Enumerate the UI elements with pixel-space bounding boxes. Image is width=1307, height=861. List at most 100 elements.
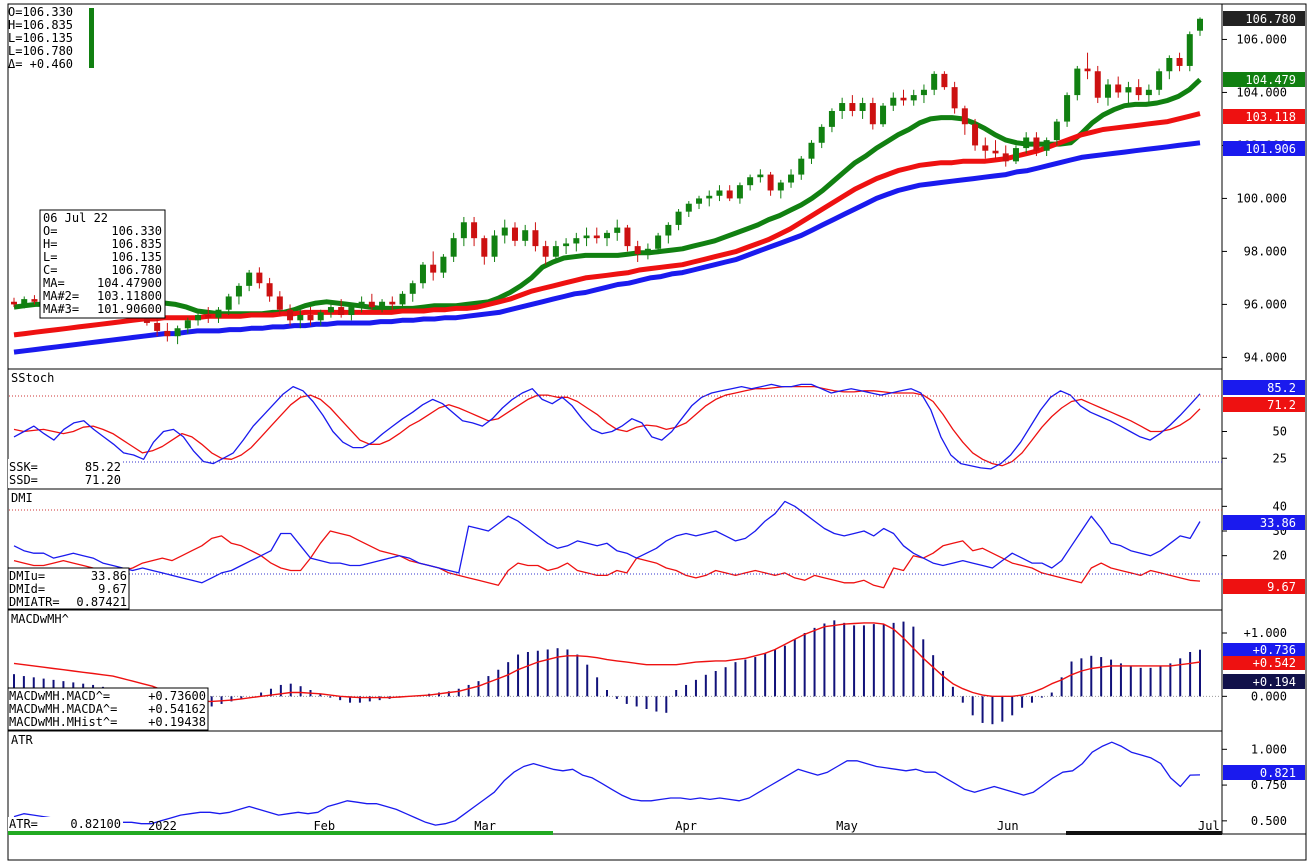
dmiu-tag — [1223, 515, 1305, 530]
candle-body — [419, 264, 426, 284]
candle-body — [532, 230, 539, 247]
ssk-key: SSK= — [9, 460, 38, 474]
month-label: May — [836, 819, 858, 833]
price-tick-label: 94.000 — [1244, 350, 1287, 364]
candle-body — [808, 142, 815, 159]
candle-body — [338, 307, 345, 316]
candle-body — [256, 272, 263, 284]
candle-body — [920, 89, 927, 96]
candle-body — [869, 103, 876, 125]
candle-body — [900, 97, 907, 101]
dmiu-line — [13, 500, 1201, 584]
month-label: Jul — [1198, 819, 1220, 833]
candle-body — [675, 211, 682, 225]
price-tick-label: 104.000 — [1236, 85, 1287, 99]
candle-body — [460, 222, 467, 239]
atr-panel[interactable] — [7, 730, 1223, 835]
dw-close-value: 106.780 — [111, 263, 162, 277]
dw-open-value: 106.330 — [111, 224, 162, 238]
candle-body — [931, 73, 938, 90]
ssd-value: 71.20 — [85, 473, 121, 487]
dmid-tag — [1223, 579, 1305, 594]
ma1-tag — [1223, 72, 1305, 87]
ma2-tag — [1223, 109, 1305, 124]
candle-body — [665, 224, 672, 236]
mini-candle-body — [89, 8, 94, 68]
atr-tag-text: 0.821 — [1260, 766, 1296, 780]
candle-body — [941, 73, 948, 88]
dmi-tick-label: 40 — [1273, 499, 1287, 513]
time-axis — [7, 833, 1307, 861]
candle-body — [1115, 84, 1122, 93]
ssd-tag — [1223, 397, 1305, 412]
mhist-tag — [1223, 674, 1305, 689]
candle-body — [777, 182, 784, 191]
dw-ma-key: MA= — [43, 276, 65, 290]
dw-ma2-key: MA#2= — [43, 289, 79, 303]
candle-body — [563, 243, 570, 247]
candle-body — [174, 328, 181, 337]
candle-body — [849, 103, 856, 111]
candle-body — [471, 222, 478, 239]
data-window-date: 06 Jul 22 — [43, 211, 108, 225]
candle-body — [11, 301, 17, 305]
mhist-key: MACDwMH.MHist^= — [9, 715, 117, 729]
quote-open: O=106.330 — [8, 5, 73, 19]
candle-body — [1166, 57, 1173, 72]
dw-ma3-value: 101.90600 — [97, 302, 162, 316]
candle-body — [726, 190, 733, 199]
dw-low-value: 106.135 — [111, 250, 162, 264]
candle-body — [839, 103, 846, 111]
candle-body — [246, 272, 253, 286]
dw-open-key: O= — [43, 224, 57, 238]
atr-tick-label: 0.500 — [1251, 814, 1287, 828]
candle-body — [450, 238, 457, 257]
candle-body — [21, 299, 28, 305]
macda-value: +0.54162 — [148, 702, 206, 716]
macd-panel[interactable] — [7, 609, 1223, 732]
ma3-tag-text: 101.906 — [1245, 142, 1296, 156]
macd-key: MACDwMH.MACD^= — [9, 689, 110, 703]
candle-body — [307, 315, 314, 321]
candle-body — [205, 315, 212, 318]
price-tags: 106.780 104.479 103.118 101.906 85.2 71.… — [1223, 11, 1305, 780]
candle-body — [1145, 89, 1152, 96]
atr-readout: ATR= 0.82100 — [8, 817, 123, 832]
stoch-panel[interactable] — [7, 368, 1223, 490]
dmiu-key: DMIu= — [9, 569, 45, 583]
dw-ma2-value: 103.11800 — [97, 289, 162, 303]
candle-body — [1002, 153, 1009, 162]
quote-readout: O=106.330 H=106.835 L=106.135 L=106.780 … — [8, 5, 94, 71]
ma-line — [13, 77, 1202, 317]
candle-body — [696, 198, 703, 204]
dw-high-value: 106.835 — [111, 237, 162, 251]
macd-readout: MACDwMH.MACD^= +0.73600 MACDwMH.MACDA^= … — [7, 687, 209, 731]
candle-body — [593, 235, 600, 239]
close-tag — [1223, 11, 1305, 26]
candle-body — [276, 296, 283, 310]
candle-body — [522, 230, 529, 241]
candle-body — [358, 301, 365, 308]
dw-close-key: C= — [43, 263, 57, 277]
candle-body — [501, 227, 508, 236]
quote-last: L=106.780 — [8, 44, 73, 58]
dw-low-key: L= — [43, 250, 57, 264]
dmiatr-key: DMIATR= — [9, 595, 60, 609]
quote-change: Δ= +0.460 — [8, 57, 73, 71]
price-panel[interactable] — [7, 3, 1223, 370]
price-tick-label: 106.000 — [1236, 32, 1287, 46]
macd-tag — [1223, 643, 1305, 657]
candle-body — [706, 195, 713, 199]
candle-body — [798, 158, 805, 175]
dmid-value: 9.67 — [98, 582, 127, 596]
candle-body — [481, 238, 488, 257]
month-label: Mar — [474, 819, 496, 833]
candle-body — [716, 190, 723, 196]
atr-tick-label: 0.750 — [1251, 778, 1287, 792]
candle-body — [143, 315, 150, 323]
candle-body — [215, 309, 222, 318]
price-tick-label: 100.000 — [1236, 191, 1287, 205]
macd-tick-label: +1.000 — [1244, 626, 1287, 640]
dmiu-tag-text: 33.86 — [1260, 516, 1296, 530]
